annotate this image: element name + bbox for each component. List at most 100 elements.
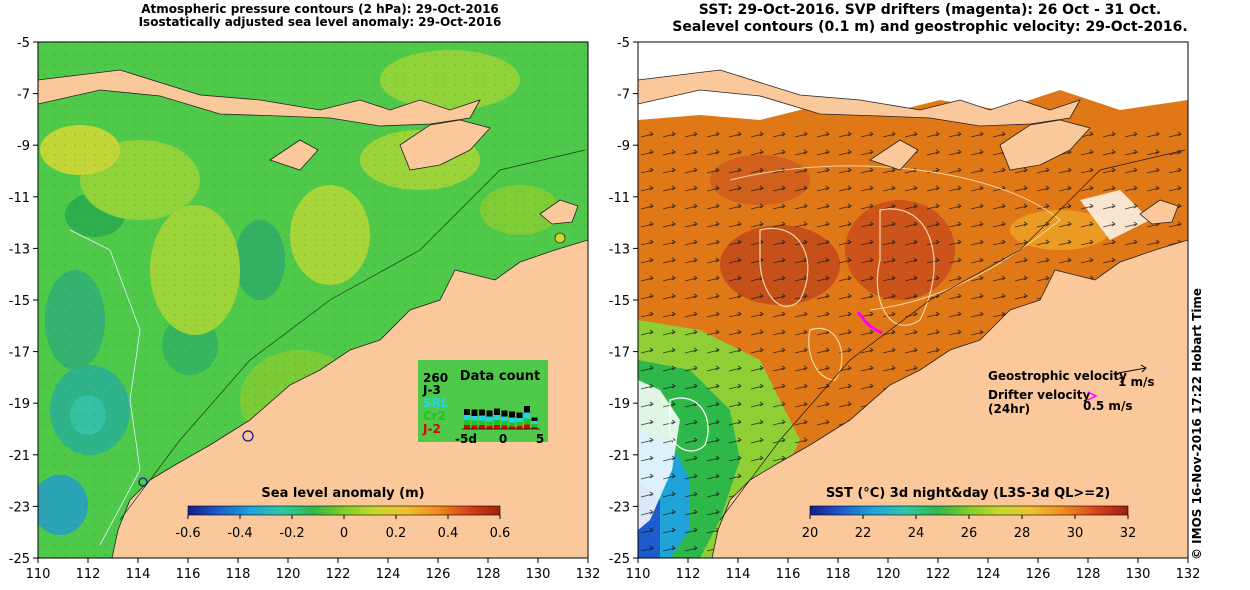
right-x-axis-ticks: 110 112 114 116 118 120 122 124 126 128 130 132 [626,558,1200,582]
y-tick-label: -17 [609,346,630,361]
timor-island [999,119,1091,171]
indonesia-islands [38,69,481,127]
x-tick-label: 126 [426,567,451,582]
y-tick-label: -15 [609,294,630,309]
drifter-scale-arrow [1087,391,1098,401]
left-x-axis-ticks: 110 112 114 116 118 120 122 124 126 128 130 132 [26,558,601,582]
y-tick-label: -23 [609,500,630,515]
velocity-legend: Geostrophic velocity 1 m/s Drifter veloc… [988,364,1155,416]
x-tick-label: 110 [26,567,51,582]
sealevel-contour [808,327,843,381]
data-count-bar-segment [501,416,508,421]
data-count-bar-segment [524,424,530,429]
data-count-bar-segment [501,425,508,429]
x-tick-label: 114 [726,567,751,582]
y-tick-label: -17 [9,346,30,361]
sumba-island [269,139,319,171]
right-map [637,41,1189,559]
right-colorbar-ramp [809,505,1129,516]
tide-gauge-marker [554,232,566,244]
data-count-bar-segment [531,427,538,429]
data-count-bar-segment [509,411,515,418]
right-y-axis-ticks: -5 -7 -9 -11 -13 -15 -17 -19 -21 -23 -25 [609,36,638,567]
data-count-bar-segment [501,421,508,426]
mission-label: J-2 [422,422,441,436]
data-count-bar-segment [486,410,493,417]
svp-drifter-track [856,311,883,335]
sealevel-contour [668,397,709,452]
colorbar-tick-label: 0 [340,526,348,541]
y-tick-label: -7 [17,88,30,103]
data-count-bar-segment [479,415,485,421]
x-tick-label: 132 [576,567,601,582]
data-count-bar-segment [494,420,500,425]
right-colorbar-label: SST (°C) 3d night&day (L3S-3d QL>=2) [826,486,1110,501]
data-count-bar-segment [531,424,538,427]
y-tick-label: -9 [17,139,30,154]
y-tick-label: -25 [9,552,30,567]
colorbar-tick-label: 26 [961,526,978,541]
y-tick-label: -15 [9,294,30,309]
right-colorbar-ticks: 20 22 24 26 28 30 32 [802,515,1136,541]
data-count-bar-segment [479,425,485,429]
y-tick-label: -25 [609,552,630,567]
data-count-bar-segment [486,416,493,422]
data-count-bar-segment [524,412,530,419]
data-count-bar-segment [486,421,493,426]
colorbar-tick-label: 28 [1014,526,1031,541]
melville-island [539,199,579,225]
left-title-line2: Isostatically adjusted sea level anomaly… [138,15,502,29]
data-count-bar-segment [464,409,470,415]
data-count-axis-label: 0 [499,432,507,446]
bathymetry-line [69,229,141,546]
left-colorbar-ramp [187,505,501,516]
australia-land [711,239,1188,558]
y-tick-label: -11 [609,191,630,206]
x-tick-label: 124 [976,567,1001,582]
data-count-bar-segment [509,417,515,423]
sealevel-contour [759,227,809,307]
imos-credit: © IMOS 16-Nov-2016 17:22 Hobart Time [1190,287,1204,560]
data-count-bar-segment [479,409,485,416]
data-count-bar-segment [464,425,470,429]
y-tick-label: -13 [609,242,630,257]
colorbar-tick-label: -0.4 [227,526,252,541]
x-tick-label: 128 [476,567,501,582]
mission-label: J-3 [422,383,441,397]
colorbar-tick-label: 20 [802,526,819,541]
data-count-bar-segment [516,418,523,422]
data-count-bar-segment [471,425,478,429]
data-count-bar-segment [494,408,500,415]
colorbar-tick-label: 0.4 [438,526,459,541]
x-tick-label: 120 [276,567,301,582]
melville-island [1139,199,1179,225]
timor-island [399,119,491,171]
y-tick-label: -21 [9,449,30,464]
colorbar-tick-label: 22 [855,526,872,541]
data-count-bar-segment [486,426,493,429]
data-count-bar-segment [479,420,485,425]
right-colorbar: SST (°C) 3d night&day (L3S-3d QL>=2) 20 2… [802,486,1137,541]
data-count-bar-segment [524,418,530,425]
x-tick-label: 116 [176,567,201,582]
data-count-max: 260 [423,371,448,385]
data-count-bars [464,406,538,429]
data-count-bar-segment [471,420,478,426]
data-count-axis-label: 5 [536,432,544,446]
data-count-bar-segment [531,421,538,424]
colorbar-tick-label: 0.6 [490,526,511,541]
sumba-island [869,139,919,171]
left-colorbar: Sea level anomaly (m) -0.6 -0.4 -0.2 0 0.2 0.… [175,486,510,541]
data-count-axis-labels: -5d 0 5 [455,432,544,446]
x-tick-label: 112 [676,567,701,582]
y-tick-label: -23 [9,500,30,515]
x-tick-label: 112 [76,567,101,582]
y-tick-label: -21 [609,449,630,464]
drifter-velocity-sublabel: (24hr) [988,402,1030,416]
australia-land [111,239,588,558]
colorbar-tick-label: 30 [1067,526,1084,541]
x-tick-label: 126 [1026,567,1051,582]
y-tick-label: -9 [617,139,630,154]
